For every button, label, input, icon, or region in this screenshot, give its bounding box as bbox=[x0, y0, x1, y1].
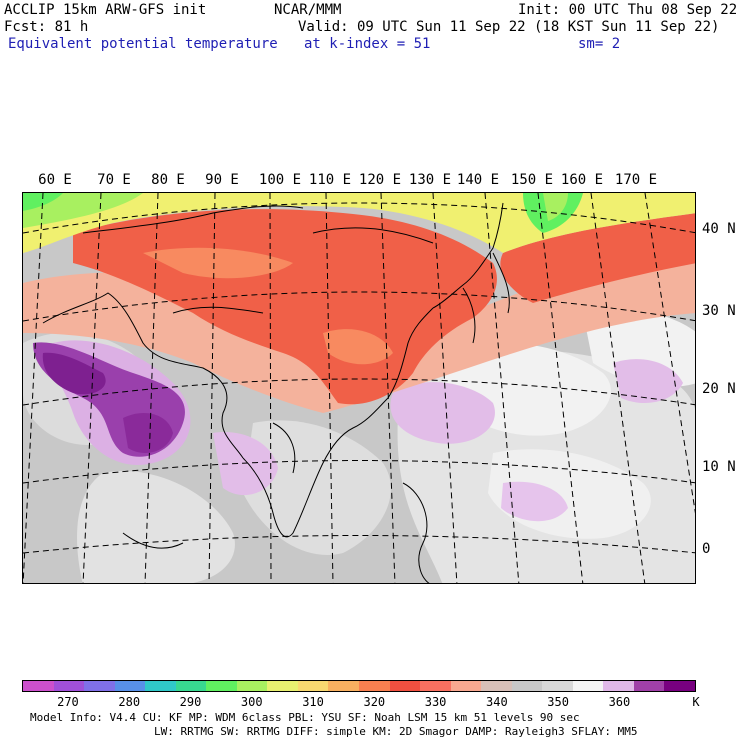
smoothing-label: sm= 2 bbox=[578, 36, 621, 52]
longitude-label: 150 E bbox=[510, 172, 554, 188]
longitude-label: 80 E bbox=[151, 172, 185, 188]
color-swatch bbox=[603, 681, 634, 691]
level-label: at k-index = 51 bbox=[304, 36, 431, 52]
longitude-label: 60 E bbox=[38, 172, 72, 188]
longitude-label: 70 E bbox=[97, 172, 131, 188]
model-info-line1: Model Info: V4.4 CU: KF MP: WDM 6class P… bbox=[30, 711, 580, 724]
color-swatch bbox=[542, 681, 573, 691]
cold-regions bbox=[23, 193, 695, 253]
color-swatch bbox=[511, 681, 543, 691]
valid-time: Valid: 09 UTC Sun 11 Sep 22 (18 KST Sun … bbox=[298, 19, 720, 35]
color-scale-label: 270 bbox=[57, 695, 79, 709]
color-swatch bbox=[145, 681, 176, 691]
latitude-label: 10 N bbox=[702, 459, 736, 475]
color-scale-unit: K bbox=[692, 695, 700, 709]
longitude-label: 170 E bbox=[614, 172, 658, 188]
color-swatch bbox=[53, 681, 85, 691]
color-swatch bbox=[359, 681, 390, 691]
color-scale-label: 330 bbox=[424, 695, 447, 709]
color-scale-label: 300 bbox=[240, 695, 263, 709]
color-scale-label: 340 bbox=[486, 695, 508, 709]
color-swatch bbox=[23, 681, 54, 691]
longitude-label: 130 E bbox=[408, 172, 452, 188]
red-regions bbox=[73, 209, 695, 405]
field-name: Equivalent potential temperature bbox=[8, 36, 278, 52]
color-swatch bbox=[236, 681, 268, 691]
color-swatch bbox=[389, 681, 421, 691]
coastlines bbox=[42, 202, 510, 583]
graticule bbox=[23, 193, 695, 583]
longitude-label: 110 E bbox=[308, 172, 352, 188]
longitude-label: 160 E bbox=[560, 172, 604, 188]
forecast-hour: Fcst: 81 h bbox=[4, 19, 89, 35]
latitude-label: 20 N bbox=[702, 381, 736, 397]
organization-label: NCAR/MMM bbox=[274, 2, 342, 18]
longitude-label: 100 E bbox=[258, 172, 302, 188]
color-scale-label: 310 bbox=[302, 695, 324, 709]
color-swatch bbox=[114, 681, 146, 691]
color-swatch bbox=[328, 681, 360, 691]
color-scale-label: 360 bbox=[608, 695, 631, 709]
longitude-label: 140 E bbox=[456, 172, 500, 188]
color-swatch bbox=[664, 681, 696, 691]
color-swatch bbox=[175, 681, 207, 691]
color-swatch bbox=[633, 681, 665, 691]
color-swatch bbox=[450, 681, 482, 691]
color-scale-label: 280 bbox=[118, 695, 141, 709]
color-swatch bbox=[267, 681, 298, 691]
color-scale-label: 290 bbox=[179, 695, 202, 709]
model-info-line2: LW: RRTMG SW: RRTMG DIFF: simple KM: 2D … bbox=[154, 725, 638, 738]
color-swatch bbox=[206, 681, 237, 691]
latitude-label: 30 N bbox=[702, 303, 736, 319]
color-swatch bbox=[481, 681, 512, 691]
map-panel bbox=[22, 192, 696, 584]
color-swatch bbox=[420, 681, 451, 691]
color-scale-label: 350 bbox=[547, 695, 569, 709]
model-title: ACCLIP 15km ARW-GFS init bbox=[4, 2, 207, 18]
theta-e-map bbox=[23, 193, 695, 583]
longitude-label: 120 E bbox=[358, 172, 402, 188]
purple-regions bbox=[33, 342, 185, 457]
latitude-label: 0 bbox=[702, 541, 711, 557]
longitude-label: 90 E bbox=[205, 172, 239, 188]
color-scale-label: 320 bbox=[363, 695, 386, 709]
color-swatch bbox=[572, 681, 604, 691]
color-scale-bar bbox=[22, 680, 696, 692]
init-time: Init: 00 UTC Thu 08 Sep 22 bbox=[518, 2, 738, 18]
color-swatch bbox=[297, 681, 329, 691]
color-swatch bbox=[84, 681, 115, 691]
latitude-label: 40 N bbox=[702, 221, 736, 237]
